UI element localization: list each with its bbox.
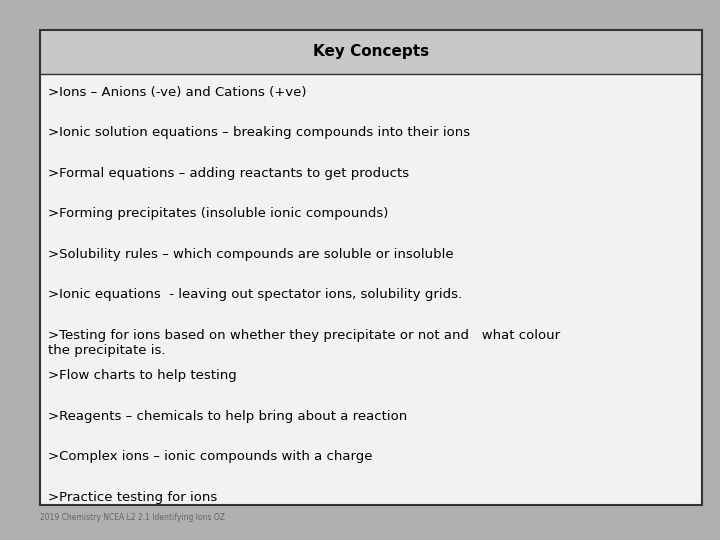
Text: Key Concepts: Key Concepts: [312, 44, 429, 59]
Text: >Testing for ions based on whether they precipitate or not and   what colour
the: >Testing for ions based on whether they …: [48, 329, 560, 357]
FancyBboxPatch shape: [40, 30, 702, 74]
Text: >Forming precipitates (insoluble ionic compounds): >Forming precipitates (insoluble ionic c…: [48, 207, 389, 220]
Text: 2019 Chemistry NCEA L2 2.1 Identifying Ions OZ: 2019 Chemistry NCEA L2 2.1 Identifying I…: [40, 513, 225, 522]
Text: >Flow charts to help testing: >Flow charts to help testing: [48, 369, 237, 382]
Text: >Ionic solution equations – breaking compounds into their ions: >Ionic solution equations – breaking com…: [48, 126, 470, 139]
Text: >Ions – Anions (-ve) and Cations (+ve): >Ions – Anions (-ve) and Cations (+ve): [48, 86, 307, 99]
Text: >Ionic equations  - leaving out spectator ions, solubility grids.: >Ionic equations - leaving out spectator…: [48, 288, 462, 301]
Text: >Practice testing for ions: >Practice testing for ions: [48, 491, 217, 504]
Text: >Reagents – chemicals to help bring about a reaction: >Reagents – chemicals to help bring abou…: [48, 410, 408, 423]
Text: >Solubility rules – which compounds are soluble or insoluble: >Solubility rules – which compounds are …: [48, 248, 454, 261]
Text: >Complex ions – ionic compounds with a charge: >Complex ions – ionic compounds with a c…: [48, 450, 373, 463]
Text: >Formal equations – adding reactants to get products: >Formal equations – adding reactants to …: [48, 167, 410, 180]
FancyBboxPatch shape: [40, 74, 702, 505]
